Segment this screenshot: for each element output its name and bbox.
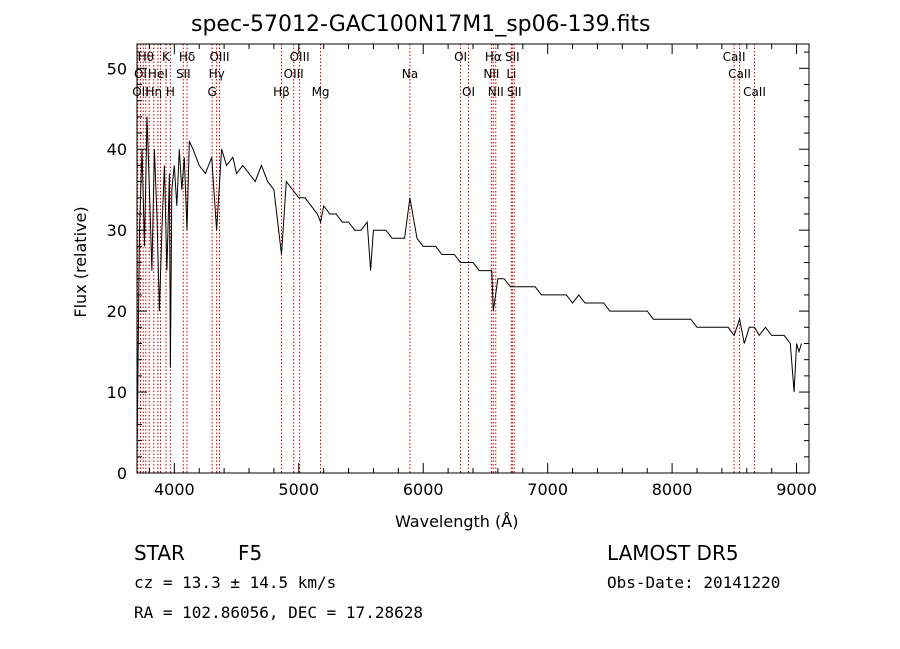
chart-title: spec-57012-GAC100N17M1_sp06-139.fits <box>191 12 651 37</box>
annotation-row2-7: Li <box>506 67 516 81</box>
annotation-row1-5: OI <box>454 50 467 64</box>
spectrum-series-line <box>136 116 802 457</box>
x-tick-label-2: 6000 <box>403 480 444 499</box>
spectral-line-markers <box>137 44 755 473</box>
y-axis-ticks: 0 10 20 30 40 50 <box>107 51 809 483</box>
annotation-row2-4: OIII <box>284 67 304 81</box>
annotation-row1-4: OIII <box>290 50 310 64</box>
annotation-row3-2: H <box>166 85 175 99</box>
y-tick-label-1: 10 <box>107 383 127 402</box>
annotation-row1-1: K <box>162 50 171 64</box>
x-tick-label-4: 8000 <box>652 480 693 499</box>
annotation-row2-1: HeI <box>148 67 168 81</box>
annotation-row2-8: CaII <box>728 67 751 81</box>
object-type: STAR <box>134 541 185 565</box>
annotation-row2-6: NII <box>483 67 499 81</box>
x-axis-label: Wavelength (Å) <box>395 512 519 531</box>
x-tick-label-0: 4000 <box>154 480 195 499</box>
annotation-row2-2: SII <box>176 67 191 81</box>
annotation-row1-8: CaII <box>723 50 746 64</box>
annotation-row3-4: Hβ <box>273 85 290 99</box>
annotation-row3-7: NII <box>488 85 504 99</box>
annotation-row2-3: Hγ <box>209 67 225 81</box>
annotation-row1-2: Hδ <box>179 50 195 64</box>
annotation-row1-6: Hα <box>485 50 502 64</box>
annotation-row2-5: Na <box>402 67 418 81</box>
annotation-row3-3: G <box>208 85 217 99</box>
redshift-cz: cz = 13.3 ± 14.5 km/s <box>134 573 337 592</box>
y-axis-label: Flux (relative) <box>71 206 90 317</box>
annotation-row1-7: SII <box>505 50 520 64</box>
survey-name: LAMOST DR5 <box>607 541 739 565</box>
annotation-row1-0: Hθ <box>138 50 154 64</box>
annotation-row3-5: Mg <box>312 85 330 99</box>
y-tick-label-0: 0 <box>117 464 127 483</box>
coordinates: RA = 102.86056, DEC = 17.28628 <box>134 603 423 622</box>
observation-date: Obs-Date: 20141220 <box>607 573 781 592</box>
y-tick-label-4: 40 <box>107 140 127 159</box>
annotation-row3-6: OI <box>462 85 475 99</box>
annotation-row3-1: Hη <box>145 85 162 99</box>
spectral-subclass: F5 <box>238 541 263 565</box>
annotation-row3-0: OII <box>132 85 149 99</box>
annotation-row3-8: SII <box>507 85 522 99</box>
annotation-row3-9: CaII <box>743 85 766 99</box>
x-axis-ticks: 4000 5000 6000 7000 8000 9000 <box>148 44 817 499</box>
x-tick-label-3: 7000 <box>527 480 568 499</box>
y-tick-label-5: 50 <box>107 59 127 78</box>
annotation-row2-0: OI <box>134 67 147 81</box>
x-tick-label-5: 9000 <box>776 480 817 499</box>
plot-frame <box>136 43 810 474</box>
y-tick-label-3: 30 <box>107 221 127 240</box>
y-tick-label-2: 20 <box>107 302 127 321</box>
x-tick-label-1: 5000 <box>278 480 319 499</box>
annotation-row1-3: OIII <box>209 50 229 64</box>
